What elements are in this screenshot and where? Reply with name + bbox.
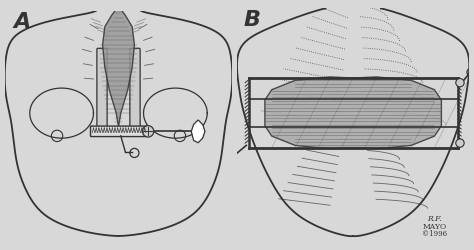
Text: ©1996: ©1996 [422,229,447,237]
Polygon shape [102,7,135,127]
Polygon shape [265,78,441,149]
Text: A: A [14,12,31,32]
Circle shape [456,79,464,88]
Circle shape [142,126,154,138]
FancyBboxPatch shape [130,49,140,131]
Text: B: B [244,10,261,29]
Circle shape [456,139,464,148]
Text: R.F.: R.F. [427,214,442,222]
Text: MAYO: MAYO [422,222,447,230]
FancyBboxPatch shape [91,126,146,137]
FancyBboxPatch shape [97,49,107,131]
Polygon shape [191,120,205,143]
